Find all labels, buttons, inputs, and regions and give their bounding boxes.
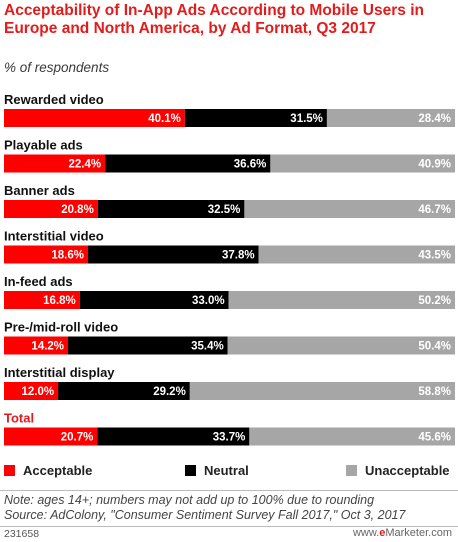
- category-label-total: Total: [4, 411, 34, 426]
- bar-total-neutral: [97, 427, 250, 446]
- value-label-total-neutral: 33.7%: [213, 432, 246, 444]
- legend-item-acceptable: Acceptable: [4, 460, 92, 480]
- value-label-banner-ads-neutral: 32.5%: [208, 204, 241, 216]
- chart-subtitle: % of respondents: [4, 60, 110, 75]
- bar-in-feed-ads-unacceptable: [228, 291, 455, 309]
- value-label-rewarded-video-acceptable: 40.1%: [148, 113, 181, 125]
- bar-interstitial-display-neutral: [58, 382, 190, 400]
- value-label-pre-mid-roll-video-acceptable: 14.2%: [31, 341, 64, 353]
- bar-playable-ads-acceptable: [4, 154, 106, 173]
- legend-label-neutral: Neutral: [204, 462, 249, 478]
- bottom-divider: [0, 526, 458, 527]
- chart-title: Acceptability of In-App Ads According to…: [4, 2, 424, 37]
- legend-swatch-unacceptable: [346, 464, 357, 476]
- stacked-bar-chart: Rewarded video 40.1% 31.5% 28.4% Playable ad…: [4, 92, 455, 446]
- value-label-pre-mid-roll-video-neutral: 35.4%: [191, 341, 224, 353]
- bar-pre-mid-roll-video-unacceptable: [227, 336, 455, 355]
- value-label-interstitial-video-unacceptable: 43.5%: [418, 250, 451, 262]
- bar-pre-mid-roll-video-acceptable: [4, 336, 69, 355]
- value-label-in-feed-ads-neutral: 33.0%: [192, 295, 225, 307]
- value-label-in-feed-ads-acceptable: 16.8%: [43, 295, 76, 307]
- value-label-pre-mid-roll-video-unacceptable: 50.4%: [418, 341, 451, 353]
- brand-name: Marketer.com: [385, 527, 452, 539]
- value-label-total-acceptable: 20.7%: [61, 432, 94, 444]
- value-label-interstitial-display-unacceptable: 58.8%: [418, 386, 451, 398]
- bar-rewarded-video-neutral: [184, 109, 327, 127]
- bar-banner-ads-acceptable: [4, 200, 98, 218]
- brand-link[interactable]: www.eMarketer.com: [353, 527, 452, 539]
- legend-item-unacceptable: Unacceptable: [346, 460, 450, 480]
- brand-e-logo: e: [379, 527, 386, 539]
- value-label-interstitial-display-neutral: 29.2%: [153, 386, 186, 398]
- bar-total-acceptable: [4, 427, 98, 446]
- bar-interstitial-display-acceptable: [4, 382, 59, 400]
- bar-interstitial-video-unacceptable: [258, 245, 455, 264]
- value-label-banner-ads-unacceptable: 46.7%: [418, 204, 451, 216]
- source-note: Source: AdColony, "Consumer Sentiment Su…: [4, 508, 406, 522]
- value-label-interstitial-video-neutral: 37.8%: [222, 250, 255, 262]
- bar-interstitial-video-neutral: [87, 245, 259, 264]
- category-label-banner-ads: Banner ads: [4, 183, 75, 198]
- value-label-total-unacceptable: 45.6%: [418, 432, 451, 444]
- value-label-interstitial-display-acceptable: 12.0%: [22, 386, 55, 398]
- category-label-interstitial-display: Interstitial display: [4, 365, 115, 380]
- bar-playable-ads-neutral: [105, 154, 271, 173]
- value-label-playable-ads-unacceptable: 40.9%: [418, 159, 451, 171]
- value-label-banner-ads-acceptable: 20.8%: [61, 204, 94, 216]
- category-label-rewarded-video: Rewarded video: [4, 92, 104, 107]
- value-label-rewarded-video-neutral: 31.5%: [290, 113, 323, 125]
- bar-interstitial-display-unacceptable: [189, 382, 455, 400]
- bar-in-feed-ads-acceptable: [4, 291, 80, 309]
- category-label-playable-ads: Playable ads: [4, 138, 83, 153]
- value-label-in-feed-ads-unacceptable: 50.2%: [418, 295, 451, 307]
- bar-total-unacceptable: [249, 427, 455, 446]
- bar-pre-mid-roll-video-neutral: [68, 336, 228, 355]
- value-label-playable-ads-acceptable: 22.4%: [69, 159, 102, 171]
- bar-in-feed-ads-neutral: [79, 291, 229, 309]
- bar-interstitial-video-acceptable: [4, 245, 88, 264]
- footnote: Note: ages 14+; numbers may not add up t…: [4, 493, 375, 507]
- bar-rewarded-video-unacceptable: [326, 109, 455, 127]
- category-label-pre-mid-roll-video: Pre-/mid-roll video: [4, 320, 118, 335]
- legend-swatch-acceptable: [4, 464, 15, 476]
- value-label-playable-ads-neutral: 36.6%: [234, 159, 267, 171]
- legend-label-unacceptable: Unacceptable: [365, 462, 450, 478]
- chart-id: 231658: [4, 528, 40, 540]
- chart-legend: Acceptable Neutral Unacceptable: [4, 460, 454, 480]
- category-label-in-feed-ads: In-feed ads: [4, 274, 73, 289]
- footer-divider: [0, 490, 458, 491]
- category-label-interstitial-video: Interstitial video: [4, 229, 104, 244]
- bar-banner-ads-unacceptable: [244, 200, 455, 218]
- legend-label-acceptable: Acceptable: [23, 462, 93, 478]
- value-label-interstitial-video-acceptable: 18.6%: [51, 250, 84, 262]
- legend-swatch-neutral: [185, 464, 196, 476]
- brand-prefix: www.: [352, 527, 380, 539]
- bar-banner-ads-neutral: [97, 200, 245, 218]
- bar-playable-ads-unacceptable: [270, 154, 455, 173]
- bar-rewarded-video-acceptable: [4, 109, 185, 127]
- value-label-rewarded-video-unacceptable: 28.4%: [418, 113, 451, 125]
- legend-item-neutral: Neutral: [185, 460, 249, 480]
